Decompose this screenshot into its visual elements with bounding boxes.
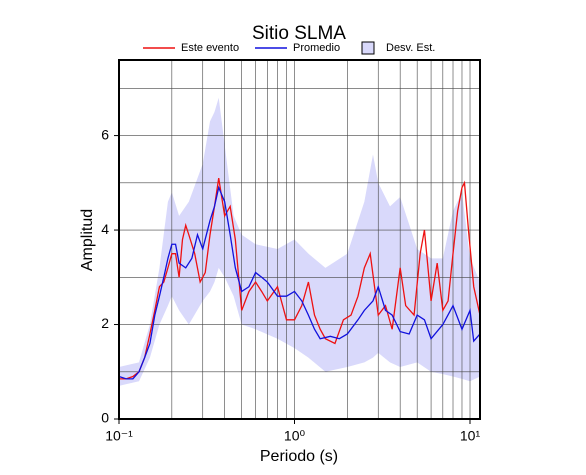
line-series xyxy=(119,177,481,380)
line-series xyxy=(118,185,481,380)
y-tick-label: 6 xyxy=(101,126,109,142)
legend-label: Promedio xyxy=(293,42,340,54)
x-axis-label: Periodo (s) xyxy=(260,448,338,465)
y-axis-label: Amplitud xyxy=(79,209,96,271)
y-tick-label: 4 xyxy=(101,221,109,237)
legend-label: Desv. Est. xyxy=(386,42,435,54)
plot-frame xyxy=(118,59,481,420)
x-tick-label: 10⁰ xyxy=(284,428,306,444)
x-tick-label: 10¹ xyxy=(460,428,481,444)
y-tick-label: 0 xyxy=(101,410,109,426)
chart-title: Sitio SLMA xyxy=(252,23,346,44)
legend-swatch xyxy=(361,41,375,55)
x-tick-label: 10⁻¹ xyxy=(105,428,133,444)
legend-label: Este evento xyxy=(181,42,239,54)
y-tick-label: 2 xyxy=(101,315,109,331)
